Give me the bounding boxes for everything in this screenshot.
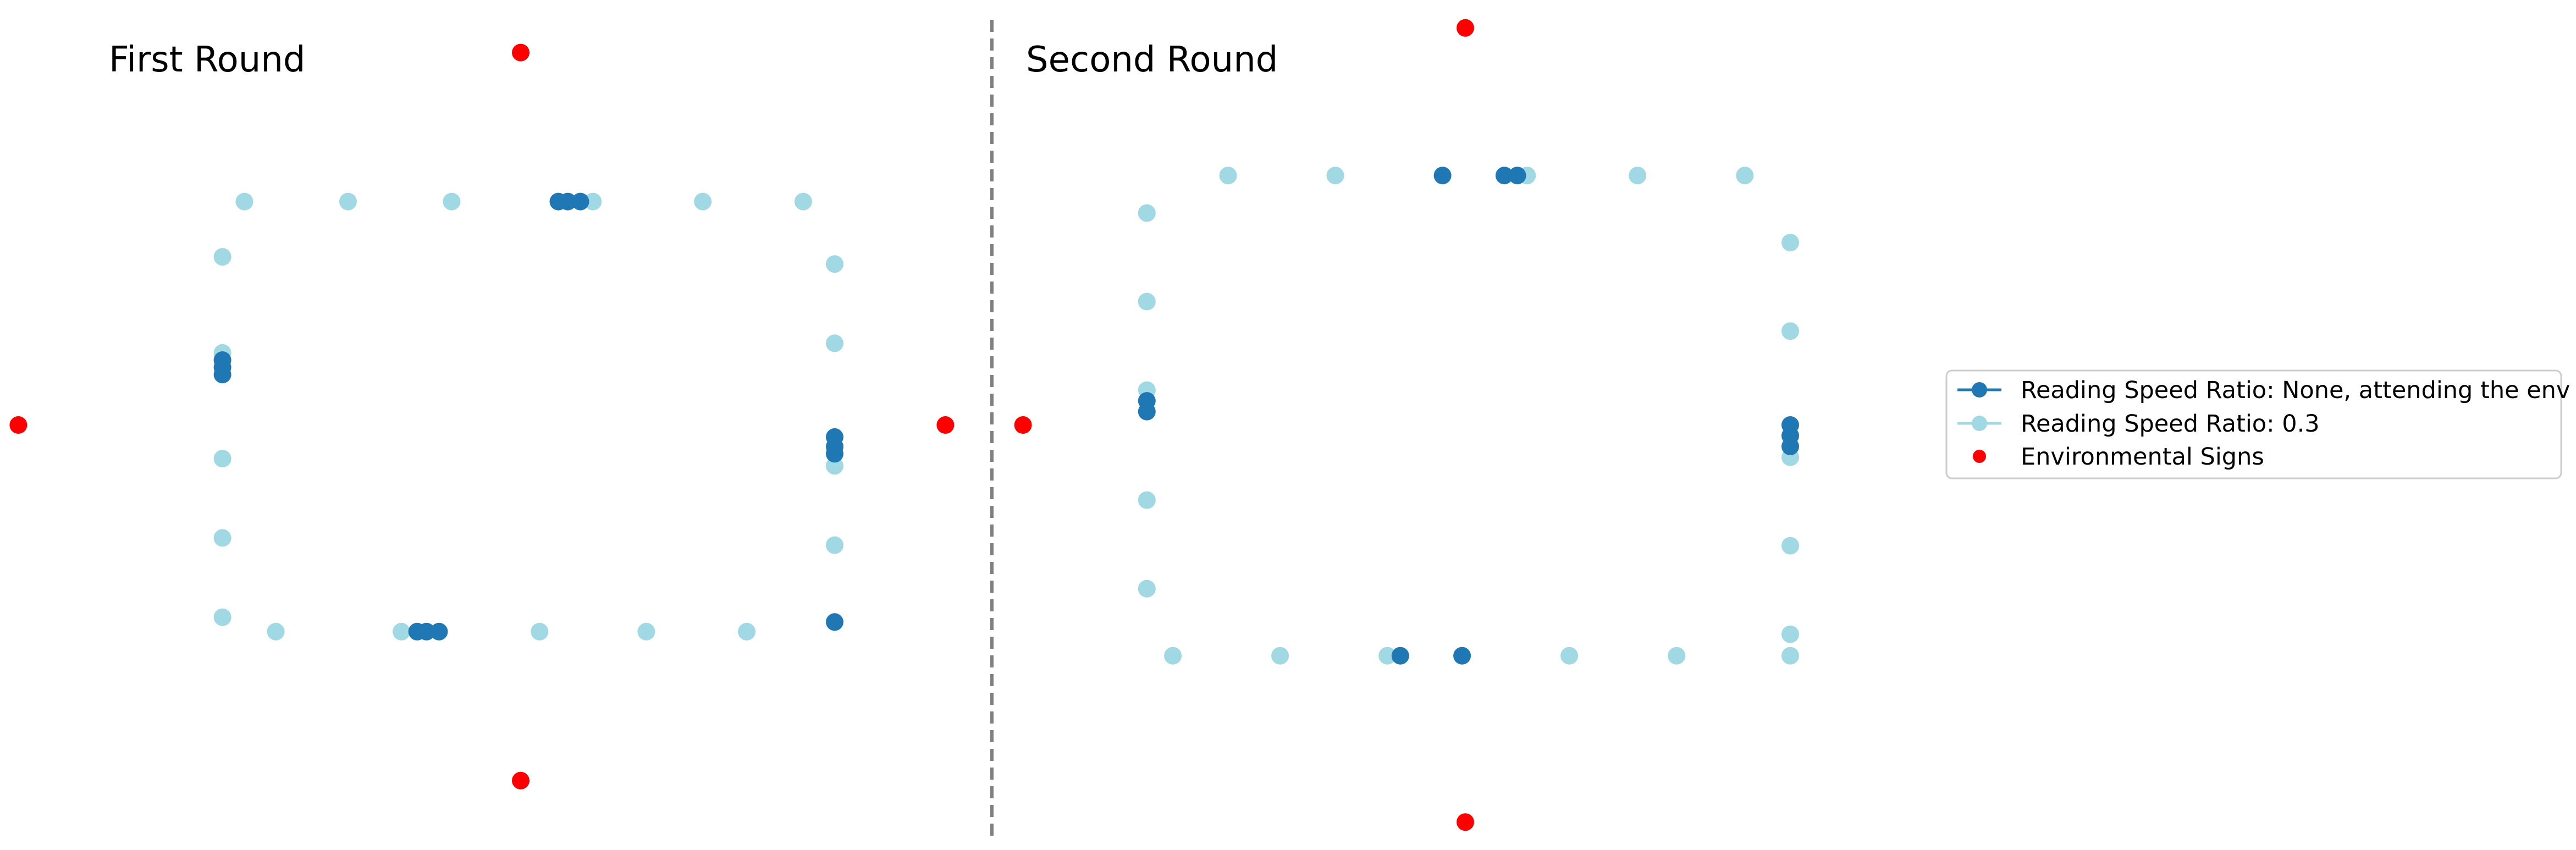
point-reading-speed-ratio-0-3-3 (584, 192, 602, 211)
point-reading-speed-ratio-0-3-1 (339, 192, 357, 211)
point-reading-speed-ratio-0-3-8 (1138, 491, 1156, 509)
point-reading-speed-ratio-0-3-19 (738, 622, 756, 641)
point-reading-speed-ratio-0-3-11 (1781, 322, 1799, 340)
point-environmental-signs-3 (936, 416, 955, 434)
point-reading-speed-ratio-none-attending-the-env-11 (430, 622, 448, 641)
legend-marker-signs (1973, 450, 1986, 463)
point-reading-speed-ratio-0-3-13 (1781, 537, 1799, 555)
point-reading-speed-ratio-0-3-18 (1378, 647, 1397, 665)
point-reading-speed-ratio-0-3-10 (213, 248, 231, 266)
legend-label-attending: Reading Speed Ratio: None, attending the… (2021, 377, 2570, 404)
point-reading-speed-ratio-0-3-10 (1781, 234, 1799, 252)
point-reading-speed-ratio-0-3-16 (393, 622, 410, 641)
legend-label-ratio: Reading Speed Ratio: 0.3 (2021, 410, 2320, 438)
point-reading-speed-ratio-none-attending-the-env-2 (571, 192, 589, 211)
point-reading-speed-ratio-0-3-2 (443, 192, 461, 211)
point-reading-speed-ratio-none-attending-the-env-10 (417, 622, 435, 641)
legend-marker-ratio (1972, 416, 1987, 431)
point-reading-speed-ratio-0-3-12 (213, 450, 231, 468)
point-reading-speed-ratio-0-3-8 (826, 457, 843, 475)
point-reading-speed-ratio-none-attending-the-env-1 (1495, 167, 1513, 185)
legend-entry-attending: Reading Speed Ratio: None, attending the… (1957, 377, 2570, 404)
second-round-title: Second Round (1026, 40, 1278, 80)
point-reading-speed-ratio-0-3-0 (235, 192, 253, 211)
point-reading-speed-ratio-0-3-9 (1138, 579, 1156, 598)
point-reading-speed-ratio-0-3-4 (694, 192, 712, 211)
point-reading-speed-ratio-0-3-5 (794, 192, 812, 211)
point-reading-speed-ratio-0-3-1 (1326, 167, 1344, 185)
point-reading-speed-ratio-0-3-19 (1560, 647, 1579, 665)
point-reading-speed-ratio-none-attending-the-env-2 (1508, 167, 1526, 185)
point-reading-speed-ratio-0-3-18 (637, 622, 655, 641)
point-environmental-signs-0 (512, 43, 529, 62)
point-reading-speed-ratio-0-3-14 (213, 608, 231, 626)
point-reading-speed-ratio-none-attending-the-env-8 (1391, 647, 1409, 665)
first-round-title: First Round (109, 40, 306, 80)
legend-label-signs: Environmental Signs (2021, 443, 2264, 471)
point-reading-speed-ratio-0-3-6 (826, 255, 843, 273)
point-reading-speed-ratio-0-3-9 (826, 536, 843, 554)
point-reading-speed-ratio-0-3-17 (531, 622, 549, 641)
point-reading-speed-ratio-none-attending-the-env-12 (826, 613, 843, 631)
point-reading-speed-ratio-none-attending-the-env-8 (213, 366, 231, 384)
point-environmental-signs-1 (1014, 416, 1032, 434)
point-reading-speed-ratio-0-3-6 (1138, 292, 1156, 311)
legend-marker-attending (1972, 382, 1987, 398)
point-reading-speed-ratio-none-attending-the-env-1 (559, 192, 577, 211)
first-round-panel: First Round (9, 40, 1032, 790)
point-reading-speed-ratio-0-3-3 (1629, 167, 1647, 185)
point-reading-speed-ratio-0-3-16 (1164, 647, 1182, 665)
point-reading-speed-ratio-0-3-15 (1781, 647, 1799, 665)
point-reading-speed-ratio-none-attending-the-env-4 (1138, 402, 1156, 421)
point-reading-speed-ratio-0-3-17 (1271, 647, 1289, 665)
point-environmental-signs-2 (1457, 813, 1474, 831)
point-reading-speed-ratio-0-3-4 (1736, 167, 1754, 185)
legend-entry-ratio: Reading Speed Ratio: 0.3 (1957, 410, 2320, 438)
point-reading-speed-ratio-none-attending-the-env-0 (1433, 167, 1452, 185)
first-round-marks (9, 43, 1032, 790)
point-reading-speed-ratio-0-3-13 (213, 529, 231, 547)
second-round-panel: Second Round (936, 19, 1994, 831)
legend: Reading Speed Ratio: None, attending the… (1945, 369, 2570, 479)
point-reading-speed-ratio-0-3-7 (826, 334, 843, 352)
second-round-marks (936, 19, 1994, 831)
point-reading-speed-ratio-none-attending-the-env-9 (1453, 647, 1471, 665)
legend-entry-signs: Environmental Signs (1973, 443, 2264, 471)
legend-frame (1945, 369, 2562, 479)
point-reading-speed-ratio-none-attending-the-env-5 (826, 445, 843, 463)
point-environmental-signs-2 (512, 771, 529, 790)
point-environmental-signs-0 (1457, 19, 1474, 37)
point-reading-speed-ratio-0-3-0 (1219, 167, 1237, 185)
point-reading-speed-ratio-0-3-20 (1668, 647, 1686, 665)
point-reading-speed-ratio-0-3-14 (1781, 625, 1799, 643)
point-reading-speed-ratio-0-3-5 (1138, 204, 1156, 222)
point-environmental-signs-3 (9, 416, 27, 434)
point-reading-speed-ratio-none-attending-the-env-7 (1781, 438, 1799, 455)
point-reading-speed-ratio-0-3-15 (267, 622, 285, 641)
